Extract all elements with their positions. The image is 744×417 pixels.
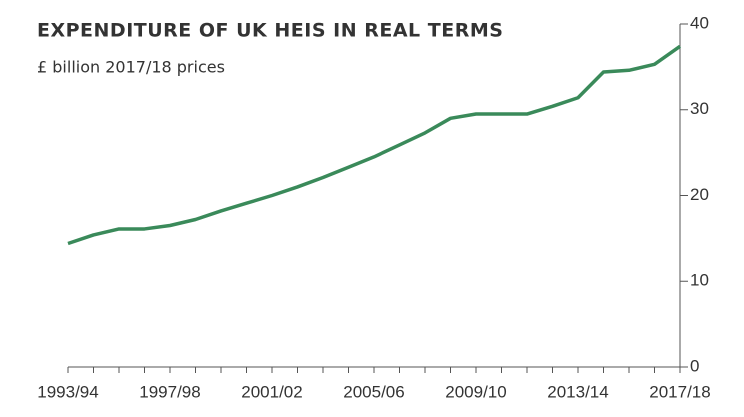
x-tick-label: 2017/18 — [649, 382, 710, 401]
x-tick-label: 2001/02 — [241, 382, 302, 401]
data-line — [67, 44, 682, 246]
x-tick-label: 2005/06 — [343, 382, 404, 401]
y-tick-label: 0 — [690, 356, 699, 375]
y-tick-label: 30 — [690, 99, 709, 118]
y-tick-label: 20 — [690, 185, 709, 204]
x-tick-label: 1993/94 — [37, 382, 98, 401]
x-tick-label: 2009/10 — [445, 382, 506, 401]
x-tick-label: 2013/14 — [547, 382, 608, 401]
y-tick-label: 10 — [690, 271, 709, 290]
x-tick-label: 1997/98 — [139, 382, 200, 401]
y-tick-label: 40 — [690, 13, 709, 32]
chart-subtitle: £ billion 2017/18 prices — [37, 58, 225, 77]
chart-title: EXPENDITURE OF UK HEIS IN REAL TERMS — [37, 20, 503, 42]
